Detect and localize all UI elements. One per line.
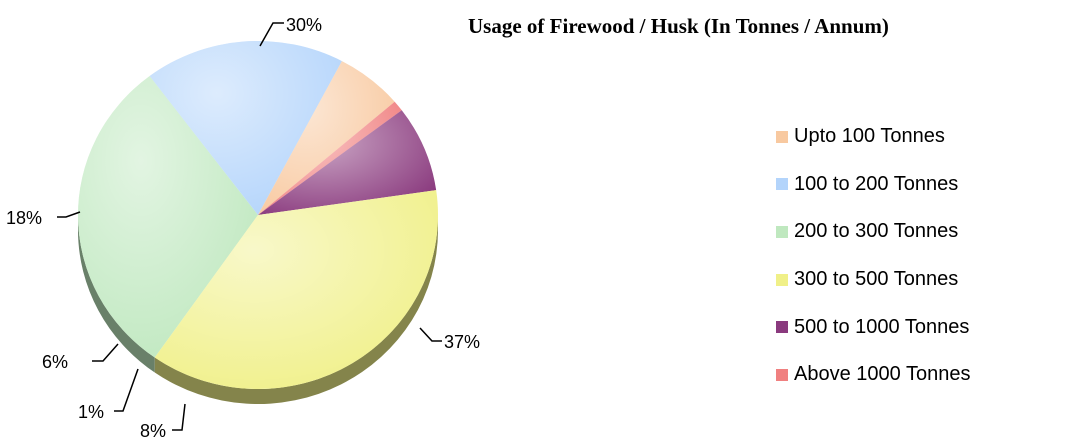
legend-swatch: [776, 321, 788, 334]
leader-line-above-1000-tonnes: [114, 368, 139, 412]
pie-slice-upto-100-tonnes: [258, 61, 395, 215]
legend-label: Upto 100 Tonnes: [794, 125, 945, 148]
legend-swatch: [776, 225, 788, 238]
legend-item-300-to-500-tonnes: 300 to 500 Tonnes: [776, 256, 970, 304]
pie-slice-100-to-200-tonnes: [149, 41, 342, 216]
pie-slice-500-to-1000-tonnes: [258, 110, 437, 215]
pie-depth: [78, 215, 439, 405]
legend-label: 500 to 1000 Tonnes: [794, 315, 970, 338]
legend: Upto 100 Tonnes 100 to 200 Tonnes 200 to 3…: [776, 113, 970, 399]
legend-swatch: [776, 178, 788, 191]
legend-item-100-to-200-tonnes: 100 to 200 Tonnes: [776, 161, 970, 209]
legend-item-upto-100-tonnes: Upto 100 Tonnes: [776, 113, 970, 161]
legend-item-200-to-300-tonnes: 200 to 300 Tonnes: [776, 208, 970, 256]
pie-side-300-to-500-tonnes: [154, 215, 439, 405]
data-label-100-to-200-tonnes: 18%: [6, 208, 42, 228]
legend-label: 300 to 500 Tonnes: [794, 268, 959, 291]
legend-swatch: [776, 130, 788, 143]
pie-slices: [77, 41, 439, 390]
leader-line-200-to-300-tonnes: [259, 22, 284, 47]
leader-line-upto-100-tonnes: [92, 343, 119, 362]
data-label-above-1000-tonnes: 1%: [78, 402, 104, 422]
legend-label: 200 to 300 Tonnes: [794, 220, 959, 243]
leader-line-300-to-500-tonnes: [419, 327, 442, 342]
data-label-500-to-1000-tonnes: 8%: [140, 421, 166, 439]
pie-side-200-to-300-tonnes: [78, 215, 155, 373]
pie-slice-above-1000-tonnes: [258, 101, 402, 215]
leader-line-100-to-200-tonnes: [57, 211, 81, 218]
legend-item-500-to-1000-tonnes: 500 to 1000 Tonnes: [776, 303, 970, 351]
legend-item-above-1000-tonnes: Above 1000 Tonnes: [776, 351, 970, 399]
pie-slice-200-to-300-tonnes: [77, 76, 258, 358]
legend-swatch: [776, 368, 788, 381]
pie-slice-300-to-500-tonnes: [154, 190, 439, 390]
data-label-upto-100-tonnes: 6%: [42, 352, 68, 372]
data-label-200-to-300-tonnes: 30%: [286, 15, 322, 35]
pie-data-labels: 6% 18% 30% 37% 8% 1%: [6, 15, 480, 439]
legend-swatch: [776, 273, 788, 286]
chart-title: Usage of Firewood / Husk (In Tonnes / An…: [468, 14, 889, 38]
leader-line-500-to-1000-tonnes: [172, 403, 186, 431]
data-label-300-to-500-tonnes: 37%: [444, 332, 480, 352]
legend-label: Above 1000 Tonnes: [794, 363, 971, 386]
legend-label: 100 to 200 Tonnes: [794, 172, 959, 195]
